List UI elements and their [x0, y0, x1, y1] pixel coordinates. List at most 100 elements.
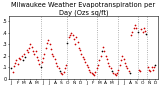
Point	[112, 72, 115, 74]
Point	[61, 74, 64, 75]
Point	[51, 53, 53, 54]
Point	[11, 71, 14, 73]
Point	[36, 56, 38, 58]
Point	[137, 69, 140, 70]
Point	[125, 66, 127, 67]
Point	[150, 67, 153, 68]
Point	[88, 69, 90, 70]
Point	[48, 44, 51, 45]
Point	[14, 62, 16, 63]
Point	[53, 59, 56, 60]
Point	[75, 37, 78, 38]
Point	[87, 67, 89, 68]
Point	[98, 60, 101, 61]
Point	[27, 52, 29, 53]
Point	[130, 34, 132, 36]
Point	[52, 55, 55, 57]
Point	[50, 48, 52, 50]
Point	[33, 53, 36, 54]
Point	[20, 55, 23, 57]
Point	[76, 41, 79, 43]
Title: Milwaukee Weather Evapotranspiration per Day (Ozs sq/ft): Milwaukee Weather Evapotranspiration per…	[11, 2, 155, 16]
Point	[41, 61, 43, 62]
Point	[15, 60, 18, 61]
Point	[60, 72, 62, 74]
Point	[116, 72, 118, 74]
Point	[89, 71, 92, 73]
Point	[23, 53, 25, 54]
Point	[42, 57, 44, 59]
Point	[143, 28, 145, 29]
Point	[94, 71, 97, 73]
Point	[100, 51, 103, 52]
Point	[93, 75, 96, 76]
Point	[108, 66, 111, 67]
Point	[19, 59, 22, 60]
Point	[144, 30, 146, 31]
Point	[97, 64, 99, 66]
Point	[34, 51, 37, 52]
Point	[69, 34, 71, 36]
Point	[107, 62, 109, 63]
Point	[67, 37, 70, 38]
Point	[141, 31, 144, 32]
Point	[117, 69, 120, 70]
Point	[149, 70, 152, 72]
Point	[136, 31, 139, 32]
Point	[66, 42, 69, 44]
Point	[113, 74, 116, 75]
Point	[43, 53, 46, 54]
Point	[90, 72, 93, 74]
Point	[106, 59, 108, 60]
Point	[132, 28, 135, 29]
Point	[74, 44, 76, 45]
Point	[118, 64, 121, 66]
Point	[146, 67, 149, 68]
Point	[109, 68, 112, 69]
Point	[39, 67, 42, 68]
Point	[65, 64, 67, 66]
Point	[121, 55, 124, 57]
Point	[18, 57, 20, 59]
Point	[99, 55, 102, 57]
Point	[32, 51, 34, 52]
Point	[28, 47, 30, 48]
Point	[135, 28, 138, 29]
Point	[78, 47, 80, 48]
Point	[80, 53, 83, 54]
Point	[127, 70, 130, 72]
Point	[70, 32, 72, 33]
Point	[120, 60, 122, 61]
Point	[153, 67, 155, 68]
Point	[124, 62, 126, 63]
Point	[24, 56, 27, 58]
Point	[126, 68, 129, 69]
Point	[96, 68, 98, 69]
Point	[154, 64, 157, 66]
Point	[103, 51, 106, 52]
Point	[148, 69, 150, 70]
Point	[81, 56, 84, 58]
Point	[131, 31, 134, 32]
Point	[55, 62, 57, 63]
Point	[122, 59, 125, 60]
Point	[115, 75, 117, 76]
Point	[85, 64, 88, 66]
Point	[46, 42, 48, 44]
Point	[84, 61, 87, 62]
Point	[56, 66, 59, 67]
Point	[29, 44, 32, 45]
Point	[62, 71, 65, 73]
Point	[37, 60, 39, 61]
Point	[16, 63, 19, 65]
Point	[47, 39, 50, 40]
Point	[59, 70, 61, 72]
Point	[64, 68, 66, 69]
Point	[13, 66, 15, 67]
Point	[44, 47, 47, 48]
Point	[129, 72, 131, 74]
Point	[10, 68, 13, 69]
Point	[30, 46, 33, 47]
Point	[38, 63, 41, 65]
Point	[92, 74, 94, 75]
